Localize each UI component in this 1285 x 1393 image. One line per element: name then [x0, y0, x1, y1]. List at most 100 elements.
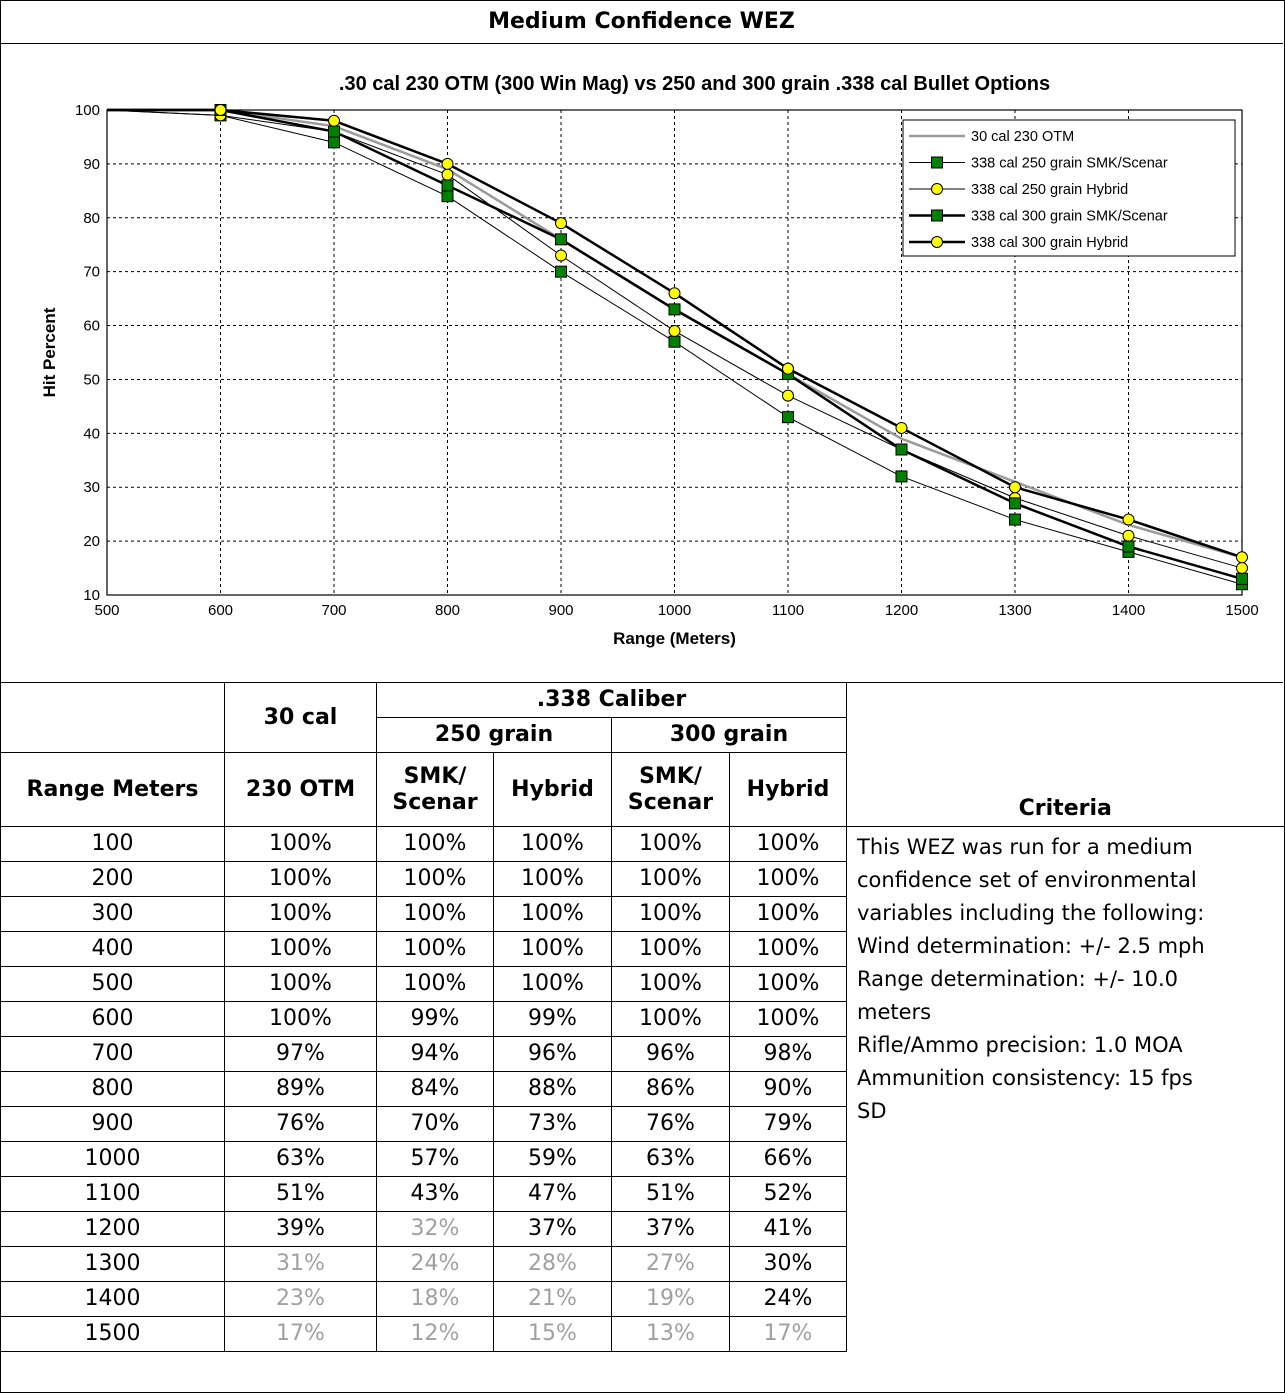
- hit-percent-cell: 98%: [730, 1037, 847, 1072]
- x-tick-label: 700: [321, 602, 346, 619]
- hit-percent-chart: 500 600 700 800 900 1000 1100 1200 1300 1400 15001…: [0, 44, 1283, 682]
- hit-percent-cell: 63%: [225, 1142, 377, 1177]
- hit-percent-cell: 94%: [377, 1037, 494, 1072]
- y-tick-label: 80: [83, 210, 100, 227]
- hit-percent-cell: 32%: [377, 1212, 494, 1247]
- criteria-line: This WEZ was run for a medium: [857, 831, 1284, 864]
- hit-percent-cell: 73%: [494, 1107, 612, 1142]
- hit-percent-cell: 86%: [612, 1072, 730, 1107]
- hit-percent-cell: 30%: [730, 1247, 847, 1282]
- hit-percent-cell: 100%: [377, 862, 494, 897]
- criteria-header-cell: Criteria: [847, 683, 1284, 827]
- hit-percent-cell: 100%: [612, 827, 730, 862]
- hit-percent-cell: 100%: [377, 827, 494, 862]
- hit-percent-cell: 31%: [225, 1247, 377, 1282]
- data-point: [783, 363, 794, 374]
- criteria-line: confidence set of environmental: [857, 864, 1284, 897]
- x-axis-label: Range (Meters): [613, 629, 736, 648]
- hit-percent-cell: 100%: [494, 862, 612, 897]
- header-30cal: 30 cal: [225, 683, 377, 753]
- hit-percent-cell: 90%: [730, 1072, 847, 1107]
- header-250-smk: SMK/Scenar: [377, 753, 494, 827]
- range-cell: 600: [1, 1002, 225, 1037]
- criteria-line: variables including the following:: [857, 897, 1284, 930]
- hit-percent-cell: 17%: [225, 1317, 377, 1352]
- hit-percent-cell: 57%: [377, 1142, 494, 1177]
- header-range-meters: Range Meters: [1, 753, 225, 827]
- legend-label: 338 cal 250 grain Hybrid: [971, 182, 1128, 198]
- y-tick-label: 50: [83, 371, 100, 388]
- data-point: [215, 105, 226, 116]
- hit-percent-cell: 59%: [494, 1142, 612, 1177]
- hit-percent-cell: 100%: [225, 967, 377, 1002]
- range-cell: 700: [1, 1037, 225, 1072]
- y-tick-label: 10: [83, 587, 100, 604]
- hit-percent-cell: 100%: [494, 827, 612, 862]
- hit-percent-cell: 100%: [377, 967, 494, 1002]
- data-point: [1010, 514, 1021, 525]
- range-cell: 100: [1, 827, 225, 862]
- hit-percent-cell: 51%: [612, 1177, 730, 1212]
- y-tick-label: 30: [83, 479, 100, 496]
- hit-percent-cell: 51%: [225, 1177, 377, 1212]
- hit-percent-cell: 47%: [494, 1177, 612, 1212]
- chart-area: 500 600 700 800 900 1000 1100 1200 1300 1400 1500 1…: [0, 44, 1283, 683]
- hit-percent-cell: 100%: [494, 932, 612, 967]
- hit-percent-cell: 88%: [494, 1072, 612, 1107]
- data-point: [556, 266, 567, 277]
- range-cell: 400: [1, 932, 225, 967]
- legend-label: 338 cal 300 grain SMK/Scenar: [971, 209, 1168, 225]
- y-tick-label: 90: [83, 156, 100, 173]
- data-point: [1123, 530, 1134, 541]
- range-cell: 1500: [1, 1317, 225, 1352]
- range-cell: 1100: [1, 1177, 225, 1212]
- criteria-text: This WEZ was run for a medium confidence …: [847, 827, 1284, 1352]
- hit-percent-cell: 21%: [494, 1282, 612, 1317]
- hit-percent-cell: 100%: [225, 827, 377, 862]
- hit-percent-cell: 100%: [730, 967, 847, 1002]
- hit-percent-cell: 99%: [377, 1002, 494, 1037]
- hit-percent-cell: 100%: [612, 967, 730, 1002]
- criteria-line: SD: [857, 1095, 1284, 1128]
- hit-percent-cell: 15%: [494, 1317, 612, 1352]
- smk-label: SMK/: [404, 764, 467, 789]
- hit-percent-cell: 52%: [730, 1177, 847, 1212]
- table-body: 100 100% 100% 100% 100% 100% This WEZ was run …: [1, 827, 1284, 1352]
- x-tick-label: 900: [548, 602, 573, 619]
- hit-percent-cell: 43%: [377, 1177, 494, 1212]
- x-tick-label: 1400: [1112, 602, 1145, 619]
- hit-percent-cell: 89%: [225, 1072, 377, 1107]
- data-point: [669, 304, 680, 315]
- hit-percent-cell: 100%: [225, 1002, 377, 1037]
- hit-percent-cell: 63%: [612, 1142, 730, 1177]
- hit-percent-cell: 24%: [377, 1247, 494, 1282]
- data-point: [442, 191, 453, 202]
- smk-label: SMK/: [639, 764, 702, 789]
- data-point: [1010, 482, 1021, 493]
- criteria-line: meters: [857, 996, 1284, 1029]
- data-point: [783, 412, 794, 423]
- hit-percent-cell: 13%: [612, 1317, 730, 1352]
- range-cell: 200: [1, 862, 225, 897]
- hit-percent-cell: 70%: [377, 1107, 494, 1142]
- header-300-smk: SMK/Scenar: [612, 753, 730, 827]
- criteria-line: Range determination: +/- 10.0: [857, 963, 1284, 996]
- legend-marker: [932, 184, 943, 195]
- hit-percent-cell: 96%: [494, 1037, 612, 1072]
- hit-percent-cell: 76%: [612, 1107, 730, 1142]
- y-tick-label: 70: [83, 264, 100, 281]
- hit-percent-cell: 84%: [377, 1072, 494, 1107]
- scenar-label: Scenar: [392, 790, 477, 815]
- data-point: [556, 234, 567, 245]
- hit-percent-cell: 100%: [612, 932, 730, 967]
- x-tick-label: 800: [435, 602, 460, 619]
- data-point: [556, 218, 567, 229]
- header-250-hybrid: Hybrid: [494, 753, 612, 827]
- hit-percent-cell: 24%: [730, 1282, 847, 1317]
- range-cell: 500: [1, 967, 225, 1002]
- y-tick-label: 100: [75, 102, 100, 119]
- corner-cell: [1, 683, 225, 753]
- criteria-line: Wind determination: +/- 2.5 mph: [857, 930, 1284, 963]
- x-tick-label: 1000: [658, 602, 691, 619]
- hit-percent-cell: 100%: [225, 932, 377, 967]
